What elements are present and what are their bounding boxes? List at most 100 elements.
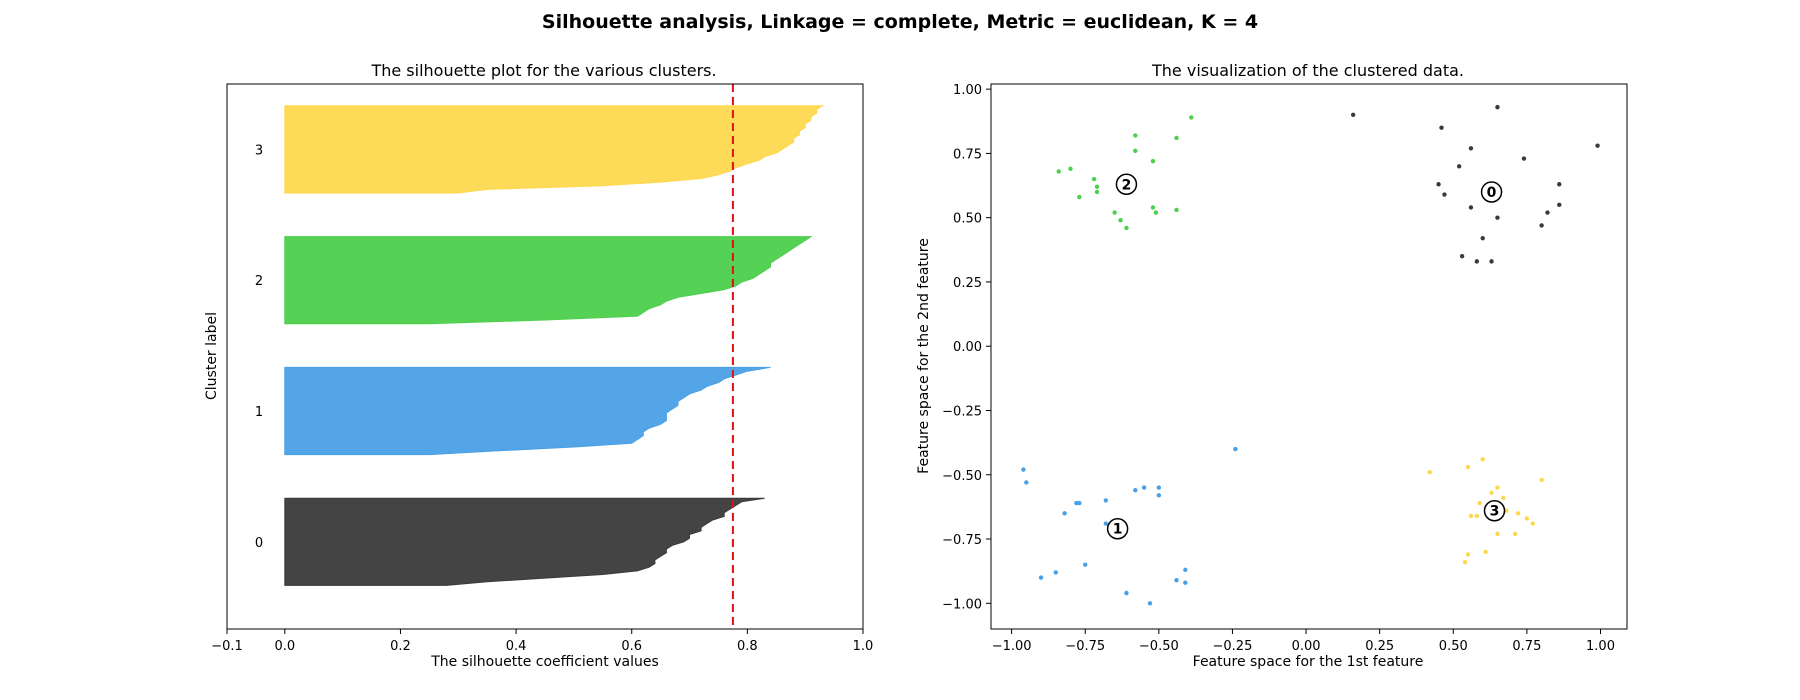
scatter-x-axis: −1.00 −0.75 −0.50 −0.25 0.00 0.25 0.50 0.75 1.00 (992, 629, 1615, 654)
scatter-y-tick-label: 0.50 (953, 212, 982, 227)
silhouette-x-tick-label: 0.8 (737, 639, 758, 654)
scatter-point-cluster-1 (1183, 567, 1188, 573)
scatter-point-cluster-0 (1595, 143, 1600, 148)
scatter-point-cluster-2 (1153, 210, 1159, 215)
scatter-point-cluster-1 (1062, 511, 1067, 516)
scatter-point-cluster-1 (1124, 590, 1129, 596)
scatter-point-cluster-0 (1442, 192, 1447, 197)
scatter-points (1021, 104, 1600, 606)
scatter-x-tick-label: 1.00 (1586, 639, 1615, 654)
scatter-point-cluster-0 (1557, 202, 1562, 208)
scatter-point-cluster-3 (1515, 511, 1521, 516)
scatter-point-cluster-0 (1474, 259, 1480, 264)
scatter-point-cluster-2 (1150, 205, 1156, 210)
silhouette-area-cluster-1 (284, 366, 771, 456)
scatter-point-cluster-2 (1068, 166, 1073, 172)
scatter-point-cluster-2 (1189, 115, 1194, 120)
scatter-point-cluster-3 (1468, 513, 1474, 519)
scatter-point-cluster-1 (1053, 570, 1058, 575)
silhouette-plot-title: The silhouette plot for the various clus… (370, 61, 716, 80)
scatter-point-cluster-0 (1456, 164, 1462, 169)
cluster-center-label: 2 (1122, 177, 1132, 193)
scatter-point-cluster-2 (1133, 133, 1138, 138)
cluster-center-marker (1483, 499, 1506, 522)
scatter-x-tick-label: −1.00 (992, 639, 1032, 654)
scatter-x-tick-label: −0.75 (1065, 639, 1105, 654)
scatter-point-cluster-2 (1094, 189, 1100, 195)
scatter-y-tick-label: 0.00 (953, 340, 982, 355)
scatter-x-tick-label: 0.50 (1439, 639, 1468, 654)
scatter-point-cluster-2 (1174, 207, 1179, 213)
scatter-point-cluster-3 (1501, 495, 1506, 501)
silhouette-y-axis-label: Cluster label (204, 312, 220, 400)
scatter-point-cluster-1 (1133, 487, 1138, 493)
scatter-y-tick-label: −0.75 (942, 533, 982, 548)
scatter-point-cluster-3 (1474, 513, 1480, 519)
silhouette-cluster-labels: 0 1 2 3 (255, 143, 263, 550)
figure-title: Silhouette analysis, Linkage = complete,… (542, 11, 1258, 33)
cluster-center-marker (1106, 517, 1129, 540)
scatter-y-tick-label: −0.50 (942, 469, 982, 484)
scatter-y-tick-label: −0.25 (942, 404, 982, 419)
scatter-point-cluster-3 (1489, 490, 1494, 495)
scatter-point-cluster-2 (1091, 176, 1097, 182)
scatter-x-tick-label: 0.00 (1292, 639, 1321, 654)
silhouette-x-tick-label: 0.4 (506, 639, 527, 654)
scatter-point-cluster-2 (1150, 158, 1156, 164)
cluster-center-label: 3 (1490, 504, 1500, 520)
scatter-point-cluster-1 (1038, 575, 1044, 580)
silhouette-plot-frame (226, 83, 864, 630)
scatter-x-axis-label: Feature space for the 1st feature (1193, 654, 1424, 670)
cluster-scatter-plot: The visualization of the clustered data.… (916, 61, 1628, 670)
silhouette-x-tick-label: 0.0 (274, 639, 295, 654)
silhouette-cluster-label: 2 (255, 274, 263, 289)
scatter-y-axis-label: Feature space for the 2nd feature (916, 238, 932, 474)
scatter-point-cluster-3 (1462, 559, 1468, 565)
scatter-point-cluster-2 (1056, 169, 1061, 174)
scatter-point-cluster-2 (1112, 210, 1117, 215)
scatter-point-cluster-1 (1174, 577, 1179, 583)
silhouette-x-tick-label: −0.1 (211, 639, 243, 654)
cluster-center-label: 1 (1113, 522, 1123, 538)
scatter-point-cluster-1 (1103, 521, 1109, 526)
scatter-point-cluster-2 (1077, 194, 1082, 200)
scatter-point-cluster-3 (1480, 457, 1485, 462)
scatter-point-cluster-0 (1545, 210, 1550, 215)
scatter-point-cluster-3 (1465, 464, 1471, 470)
scatter-y-tick-label: 0.75 (953, 147, 982, 162)
scatter-point-cluster-3 (1483, 549, 1488, 555)
scatter-point-cluster-1 (1156, 485, 1162, 490)
silhouette-areas (284, 105, 825, 586)
scatter-point-cluster-1 (1147, 601, 1153, 606)
scatter-point-cluster-1 (1183, 580, 1188, 585)
scatter-point-cluster-1 (1233, 446, 1238, 452)
scatter-point-cluster-3 (1427, 469, 1432, 475)
scatter-point-cluster-3 (1524, 516, 1530, 521)
scatter-y-tick-label: −1.00 (942, 597, 982, 612)
scatter-point-cluster-2 (1174, 135, 1179, 141)
silhouette-cluster-label: 0 (255, 536, 263, 551)
scatter-point-cluster-0 (1468, 146, 1474, 151)
scatter-point-cluster-0 (1459, 254, 1465, 259)
scatter-point-cluster-0 (1557, 182, 1562, 187)
scatter-y-axis: −1.00 −0.75 −0.50 −0.25 0.00 0.25 0.50 0.75 1.00 (942, 83, 991, 612)
silhouette-x-tick-label: 1.0 (853, 639, 874, 654)
scatter-point-cluster-2 (1133, 148, 1138, 154)
scatter-point-cluster-0 (1468, 205, 1474, 210)
scatter-point-cluster-1 (1021, 467, 1026, 472)
scatter-plot-title: The visualization of the clustered data. (1151, 61, 1464, 80)
silhouette-area-cluster-0 (284, 497, 765, 586)
silhouette-x-tick-label: 0.2 (390, 639, 411, 654)
silhouette-cluster-label: 1 (255, 405, 263, 420)
scatter-point-cluster-3 (1512, 531, 1518, 537)
scatter-point-cluster-0 (1480, 236, 1485, 241)
scatter-point-cluster-0 (1521, 156, 1527, 161)
scatter-point-cluster-2 (1124, 225, 1129, 231)
scatter-point-cluster-1 (1103, 498, 1109, 503)
scatter-x-tick-label: 0.25 (1365, 639, 1394, 654)
silhouette-x-axis-label: The silhouette coefficient values (430, 654, 659, 670)
silhouette-area-cluster-2 (284, 236, 813, 325)
scatter-point-cluster-1 (1156, 493, 1162, 498)
scatter-point-cluster-1 (1141, 485, 1147, 490)
